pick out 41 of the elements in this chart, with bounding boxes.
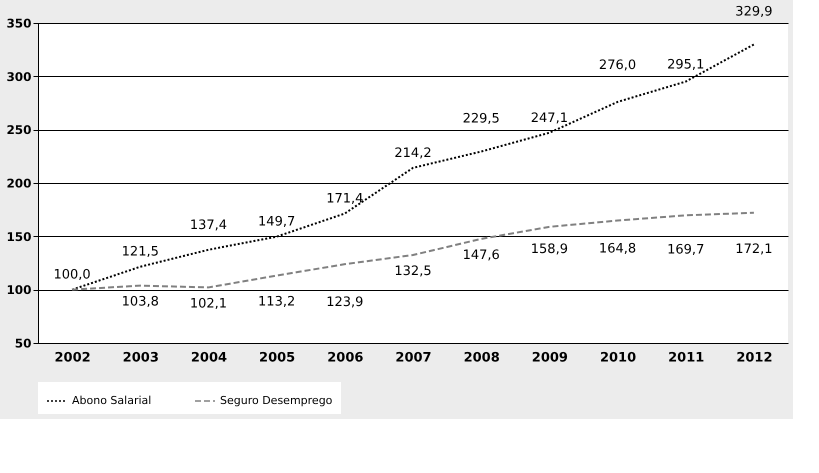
legend-label: Abono Salarial (72, 394, 152, 407)
data-label: 158,9 (530, 242, 568, 257)
data-label: 171,4 (326, 192, 364, 207)
data-label: 329,9 (735, 4, 773, 20)
data-label: 123,9 (326, 295, 364, 310)
data-label: 102,1 (190, 296, 228, 312)
x-tick-label: 2012 (736, 350, 773, 366)
x-tick-label: 2009 (532, 350, 568, 366)
data-label: 113,2 (258, 294, 296, 310)
data-label: 100,0 (53, 268, 91, 283)
data-label: 164,8 (598, 242, 636, 257)
x-tick-label: 2003 (122, 350, 159, 366)
x-tick-label: 2005 (259, 350, 296, 366)
data-label: 295,1 (667, 58, 704, 73)
data-label: 121,5 (122, 244, 159, 260)
x-tick-label: 2010 (600, 350, 636, 366)
data-label: 147,6 (462, 248, 500, 263)
x-tick-label: 2008 (464, 350, 500, 366)
data-label: 276,0 (598, 58, 636, 73)
x-tick-label: 2002 (54, 350, 91, 366)
x-tick-label: 2007 (395, 350, 432, 366)
y-tick-label: 50 (14, 336, 32, 350)
data-label: 132,5 (394, 264, 432, 279)
y-tick-label: 300 (6, 70, 32, 84)
data-label: 149,7 (258, 214, 296, 230)
data-label: 103,8 (122, 294, 159, 310)
data-label: 214,2 (394, 146, 432, 161)
data-label: 169,7 (667, 242, 704, 258)
x-tick-label: 2011 (668, 350, 704, 366)
data-label: 172,1 (735, 242, 773, 257)
y-tick-label: 200 (6, 176, 32, 190)
y-tick-label: 250 (6, 123, 32, 138)
x-tick-label: 2006 (327, 350, 364, 366)
y-tick-label: 150 (6, 230, 32, 244)
data-label: 229,5 (462, 112, 500, 127)
x-tick-label: 2004 (190, 350, 228, 366)
data-label: 137,4 (190, 218, 228, 233)
y-tick-label: 100 (6, 283, 32, 298)
legend-label: Seguro Desemprego (220, 394, 333, 407)
data-label: 247,1 (530, 110, 568, 126)
y-tick-label: 350 (6, 16, 32, 30)
